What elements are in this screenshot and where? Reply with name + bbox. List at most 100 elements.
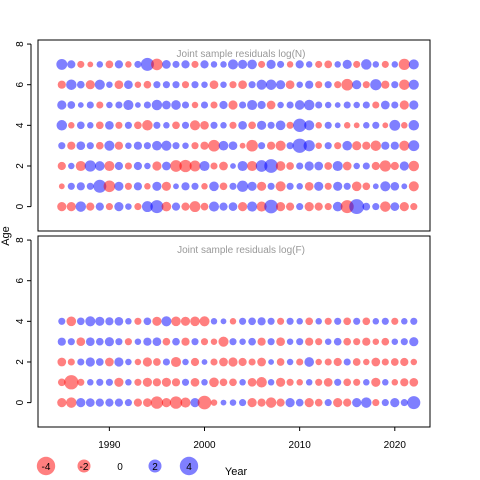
residual-bubble: [57, 80, 66, 89]
residual-bubble: [104, 160, 115, 172]
x-tick-label: 2000: [193, 440, 216, 451]
residual-bubble: [105, 203, 113, 211]
residual-bubble: [408, 79, 419, 90]
residual-bubble: [115, 121, 123, 129]
residual-bubble: [296, 379, 303, 386]
residual-bubble: [401, 318, 408, 325]
residual-bubble: [372, 121, 380, 129]
residual-bubble: [361, 397, 372, 408]
residual-bubble: [85, 337, 95, 347]
residual-bubble: [200, 120, 209, 130]
residual-bubble: [315, 142, 322, 149]
residual-bubble: [229, 81, 237, 89]
residual-bubble: [267, 121, 275, 129]
residual-bubble: [286, 358, 294, 366]
residual-bubble: [372, 399, 380, 407]
residual-bubble: [362, 162, 370, 170]
residual-bubble: [134, 121, 142, 130]
panel-log-n-yaxis: 0 2 4 6 8: [15, 41, 32, 209]
residual-bubble: [334, 81, 342, 89]
residual-bubble: [104, 337, 114, 347]
residual-bubble: [114, 181, 124, 191]
residual-bubble: [305, 379, 313, 386]
residual-bubble: [124, 338, 132, 346]
residual-bubble: [257, 317, 266, 326]
residual-bubble: [381, 358, 389, 366]
residual-bubble: [277, 101, 284, 109]
residual-bubble: [238, 202, 248, 212]
residual-bubble: [286, 61, 294, 68]
residual-bubble: [143, 317, 152, 326]
residual-bubble: [341, 78, 354, 91]
residual-bubble: [334, 61, 341, 68]
residual-bubble: [343, 317, 352, 326]
residual-bubble: [334, 317, 342, 325]
residual-bubble: [172, 81, 180, 89]
residual-bubble: [143, 398, 152, 407]
residual-bubble: [381, 317, 389, 325]
residual-bubble: [349, 199, 365, 215]
residual-bubble: [295, 60, 304, 69]
residual-bubble: [323, 377, 333, 387]
residual-bubble: [408, 140, 420, 152]
residual-bubble: [391, 317, 399, 325]
residual-bubble: [220, 318, 227, 325]
residual-bubble: [219, 357, 228, 367]
residual-bubble: [409, 100, 419, 110]
residual-bubble: [286, 142, 294, 150]
residual-bubble: [295, 398, 304, 407]
residual-bubble: [247, 59, 257, 70]
residual-bubble: [380, 100, 390, 110]
residual-bubble: [389, 119, 401, 131]
residual-bubble: [305, 61, 313, 68]
residual-bubble: [264, 199, 278, 214]
residual-bubble: [84, 160, 96, 172]
residual-bubble: [286, 182, 294, 190]
residual-bubble: [265, 397, 277, 408]
residual-bubble: [399, 161, 409, 171]
residual-bubble: [153, 121, 161, 129]
residual-bubble: [304, 181, 314, 191]
residual-bubble: [315, 122, 322, 129]
residual-bubble: [230, 163, 236, 169]
residual-bubble: [362, 81, 370, 89]
residual-bubble: [114, 80, 124, 90]
residual-bubble: [76, 182, 85, 191]
residual-bubble: [142, 120, 153, 131]
residual-bubble: [229, 318, 237, 325]
residual-bubble: [67, 141, 76, 150]
residual-bubble: [96, 378, 104, 386]
residual-bubble: [114, 202, 124, 212]
residual-bubble: [343, 378, 352, 387]
residual-bubble: [58, 317, 66, 325]
residual-bubble: [220, 61, 227, 68]
residual-bubble: [87, 122, 94, 129]
residual-bubble: [390, 181, 400, 191]
residual-bubble: [76, 337, 86, 347]
residual-bubble: [181, 60, 190, 69]
residual-bubble: [210, 358, 218, 366]
residual-bubble: [342, 59, 352, 69]
residual-bubble: [248, 81, 256, 89]
residual-bubble: [189, 120, 201, 131]
residual-bubble: [238, 120, 247, 130]
residual-bubble: [200, 101, 209, 109]
residual-bubble: [172, 121, 180, 130]
residual-bubble: [151, 58, 163, 71]
residual-bubble: [324, 182, 332, 190]
residual-bubble: [220, 122, 227, 129]
residual-bubble: [401, 122, 408, 129]
residual-bubble: [181, 81, 190, 89]
residual-bubble: [228, 357, 238, 367]
residual-bubble: [248, 317, 256, 326]
residual-bubble: [94, 161, 105, 171]
residual-bubble: [210, 318, 218, 325]
residual-bubble: [67, 182, 75, 190]
panel-log-f-title: Joint sample residuals log(F): [177, 245, 305, 256]
residual-bubble: [276, 398, 285, 407]
residual-bubble: [286, 121, 294, 129]
residual-bubble: [381, 399, 389, 407]
residual-bubble: [161, 201, 172, 212]
residual-bubble: [76, 121, 85, 130]
residual-bubble: [144, 162, 151, 170]
